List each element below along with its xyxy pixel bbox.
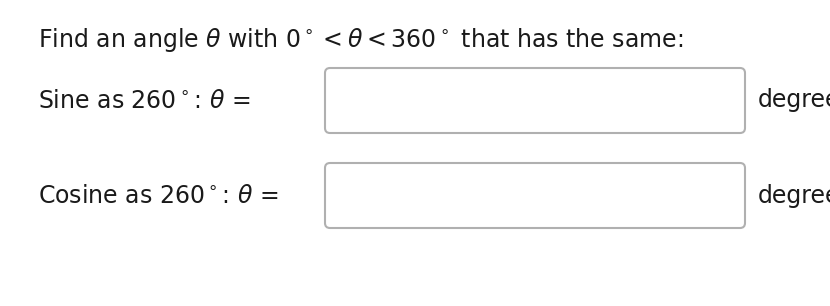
Text: Find an angle $\theta$ with $0^\circ < \theta < 360^\circ$ that has the same:: Find an angle $\theta$ with $0^\circ < \… <box>38 26 683 54</box>
Text: Sine as $260^\circ$: $\theta$ =: Sine as $260^\circ$: $\theta$ = <box>38 89 251 113</box>
FancyBboxPatch shape <box>325 163 745 228</box>
Text: Cosine as $260^\circ$: $\theta$ =: Cosine as $260^\circ$: $\theta$ = <box>38 184 279 208</box>
Text: degrees: degrees <box>758 184 830 207</box>
FancyBboxPatch shape <box>325 68 745 133</box>
Text: degrees: degrees <box>758 88 830 113</box>
